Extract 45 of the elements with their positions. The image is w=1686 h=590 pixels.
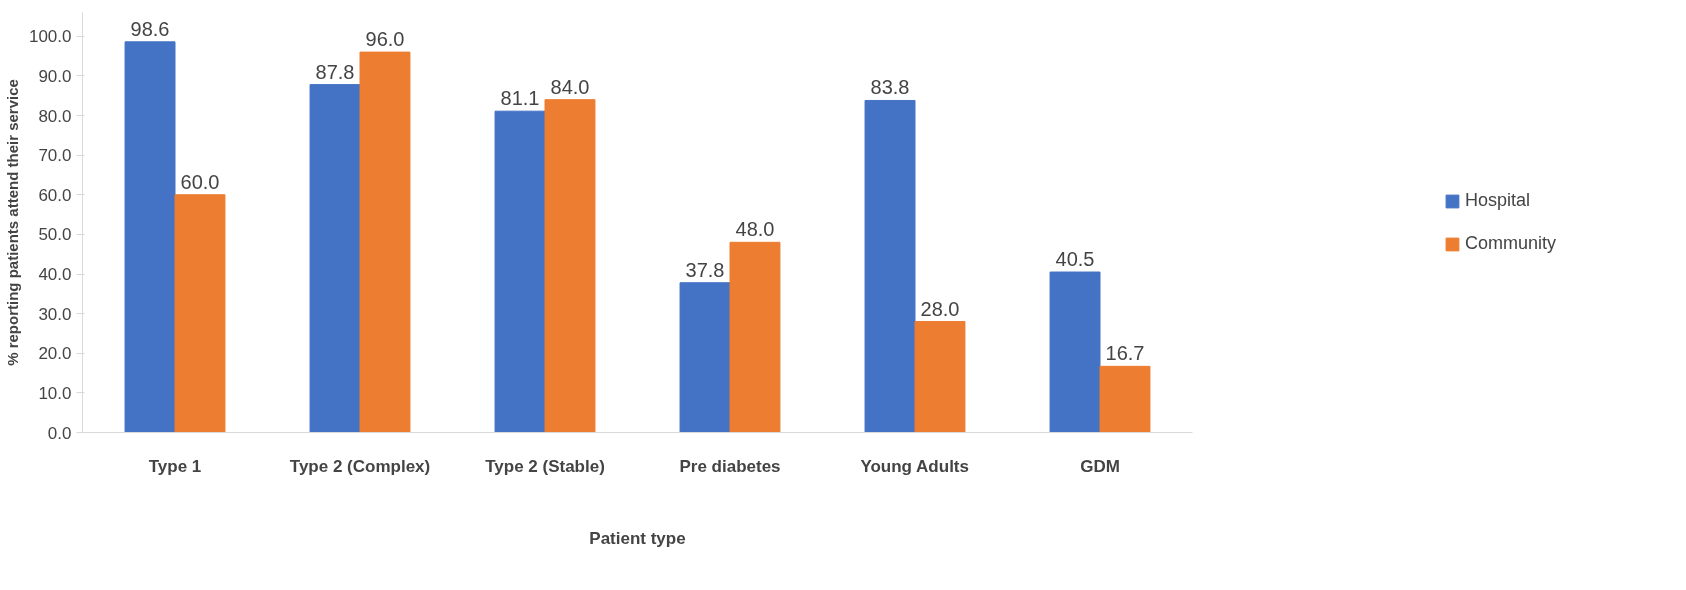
data-label: 28.0	[920, 297, 960, 320]
y-tick-label: 0.0	[47, 423, 72, 443]
bar	[864, 99, 916, 433]
y-axis-title: % reporting patients attend their service	[3, 79, 21, 366]
bar	[309, 84, 361, 433]
x-tick-label: Pre diabetes	[679, 456, 781, 476]
x-axis-title: Patient type	[589, 528, 686, 548]
data-label: 98.6	[130, 17, 170, 40]
y-tick-label: 80.0	[38, 106, 72, 126]
legend-label: Hospital	[1464, 190, 1531, 211]
y-tick-label: 70.0	[38, 146, 72, 166]
bar	[544, 99, 596, 433]
data-label: 83.8	[870, 76, 910, 99]
data-label: 37.8	[685, 258, 725, 281]
data-label: 48.0	[735, 218, 775, 241]
bar	[1099, 365, 1151, 433]
y-tick-label: 90.0	[38, 66, 72, 86]
data-label: 16.7	[1105, 342, 1145, 365]
data-label: 87.8	[315, 60, 355, 83]
y-tick-label: 20.0	[38, 344, 72, 364]
y-tick-label: 30.0	[38, 304, 72, 324]
y-tick-label: 50.0	[38, 225, 72, 245]
x-tick-label: Young Adults	[860, 456, 969, 476]
bar	[679, 282, 731, 433]
data-label: 81.1	[500, 87, 540, 110]
data-label: 60.0	[180, 170, 220, 193]
x-tick-label: Type 2 (Complex)	[289, 456, 431, 476]
data-label: 84.0	[550, 75, 590, 98]
bar	[729, 241, 781, 433]
x-tick-label: Type 1	[148, 456, 202, 476]
bar	[359, 51, 411, 433]
data-label: 40.5	[1055, 248, 1095, 271]
bar	[1049, 271, 1101, 433]
bar	[174, 194, 226, 433]
y-tick-label: 100.0	[28, 27, 72, 47]
data-label: 96.0	[365, 28, 405, 51]
bar	[914, 321, 966, 433]
bar	[124, 41, 176, 433]
bar	[494, 110, 546, 433]
legend-label: Community	[1464, 233, 1557, 254]
x-tick-label: Type 2 (Stable)	[485, 456, 605, 476]
y-tick-label: 40.0	[38, 265, 72, 285]
x-tick-label: GDM	[1080, 456, 1120, 476]
y-tick-label: 60.0	[38, 185, 72, 205]
y-tick-label: 10.0	[38, 383, 72, 403]
